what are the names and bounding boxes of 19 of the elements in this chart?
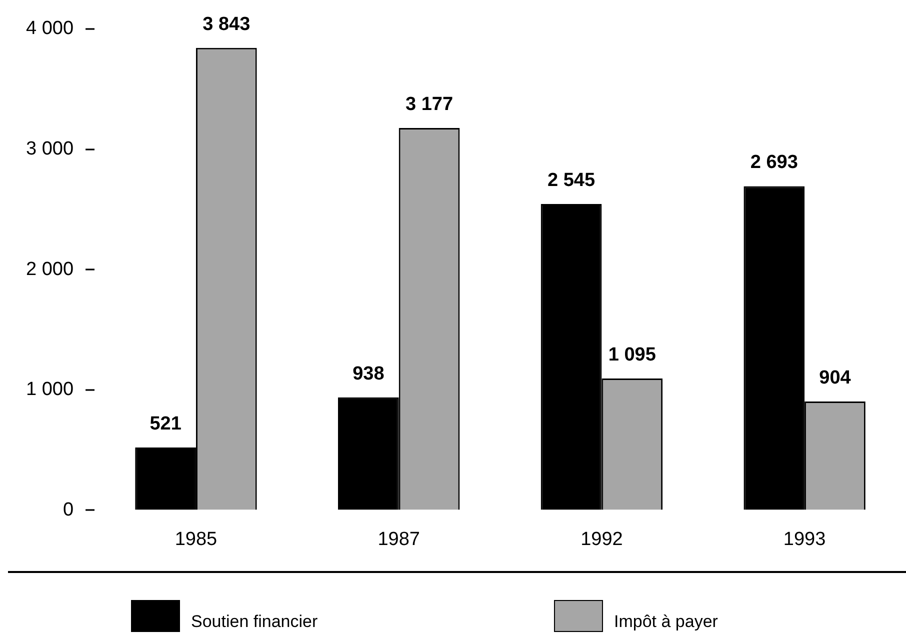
legend-label: Impôt à payer (614, 612, 718, 632)
y-tick-label: 2 000 (26, 258, 74, 280)
x-tick-label: 1993 (783, 528, 826, 550)
data-label: 3 177 (406, 94, 454, 116)
data-label: 521 (150, 414, 182, 435)
data-label: 2 693 (750, 152, 798, 174)
y-tick-label: 1 000 (26, 379, 74, 400)
y-tick-label: 4 000 (26, 18, 74, 40)
x-tick-label: 1985 (174, 528, 218, 550)
data-label: 904 (819, 367, 852, 388)
data-label: 1 095 (608, 344, 656, 366)
data-label: 938 (352, 363, 384, 384)
y-tick-label: 0 (62, 499, 74, 520)
x-tick-label: 1992 (580, 528, 623, 550)
data-label: 3 843 (202, 14, 250, 35)
x-tick-label: 1987 (378, 528, 420, 550)
data-label: 2 545 (548, 170, 596, 192)
y-tick-label: 3 000 (26, 138, 74, 160)
legend-label: Soutien financier (191, 612, 318, 632)
